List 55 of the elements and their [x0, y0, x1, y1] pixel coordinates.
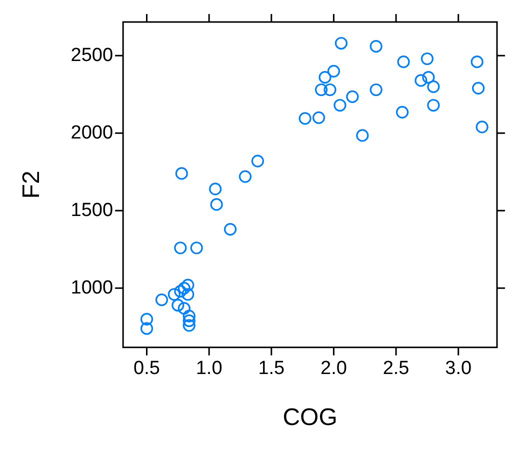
x-tick-label: 2.0 [320, 358, 347, 380]
point [182, 278, 194, 292]
x-axis-title: COG [282, 404, 338, 432]
x-tick-label: 2.5 [382, 358, 410, 380]
point [168, 288, 180, 301]
y-tick-label: 1000 [70, 277, 114, 298]
point [414, 74, 428, 87]
point [312, 111, 326, 124]
point [396, 106, 409, 119]
point [224, 222, 237, 236]
point [174, 284, 187, 298]
point [346, 90, 359, 104]
point [190, 242, 203, 254]
point [155, 294, 168, 306]
y-tick-label: 1500 [70, 200, 114, 221]
point [370, 83, 382, 96]
x-tick-label: 3.0 [445, 358, 472, 380]
point [175, 167, 188, 180]
point [420, 52, 434, 66]
point [298, 112, 312, 125]
point [422, 71, 435, 84]
y-tick-label: 2000 [70, 122, 114, 144]
x-tick-label: 0.5 [134, 358, 160, 380]
point [472, 82, 485, 94]
point [356, 129, 369, 142]
x-tick-label: 1.5 [258, 358, 285, 380]
point [209, 182, 222, 196]
point [334, 36, 348, 50]
point [314, 83, 328, 96]
point [172, 298, 184, 312]
point [318, 71, 332, 84]
point [324, 83, 336, 96]
point [370, 40, 382, 53]
x-tick-label: 1.0 [196, 358, 222, 380]
point [140, 312, 154, 326]
point [174, 242, 187, 254]
point [182, 310, 196, 322]
point [470, 56, 484, 68]
point [140, 322, 154, 335]
point [182, 288, 194, 301]
point [327, 64, 340, 78]
point [427, 98, 440, 112]
point [397, 56, 410, 68]
y-tick-label: 2500 [70, 44, 114, 66]
point [182, 314, 196, 328]
point [182, 319, 196, 332]
point [178, 302, 190, 315]
point [210, 198, 223, 211]
point [427, 80, 440, 93]
y-axis-title: F2 [18, 170, 46, 199]
point [238, 170, 252, 183]
point [334, 98, 346, 112]
point [251, 154, 264, 168]
point [476, 120, 488, 134]
point [178, 282, 190, 294]
